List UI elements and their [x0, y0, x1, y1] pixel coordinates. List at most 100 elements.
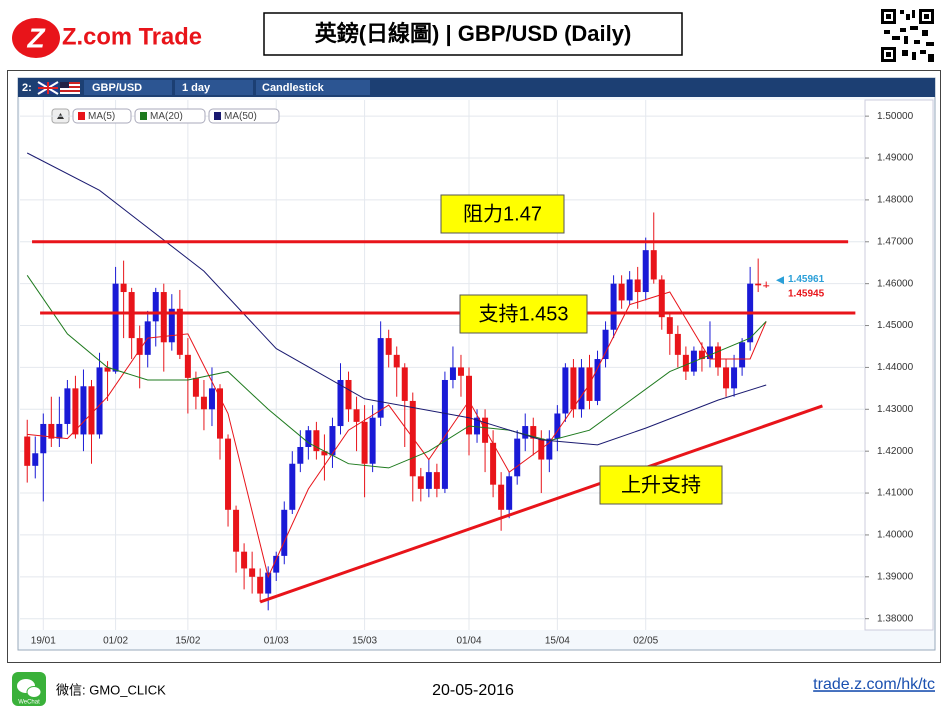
- annotation-label: 上升支持: [621, 473, 701, 496]
- y-tick-label: 1.46000: [877, 278, 914, 289]
- candle-body: [104, 367, 111, 372]
- x-tick-label: 15/04: [545, 636, 570, 647]
- symbol-button[interactable]: [84, 80, 172, 95]
- candle-body: [425, 472, 432, 489]
- candle-body: [441, 379, 448, 489]
- candle-body: [755, 283, 762, 286]
- candle-body: [96, 367, 103, 435]
- legend-item: [208, 108, 280, 124]
- candle-body: [233, 509, 240, 552]
- candle-body: [562, 367, 569, 414]
- candle-body: [650, 250, 657, 280]
- candle-body: [466, 375, 473, 435]
- candle-body: [457, 367, 464, 376]
- candle-body: [305, 430, 312, 447]
- price-label: 1.45945: [788, 289, 825, 300]
- candle-body: [241, 551, 248, 569]
- candle-body: [168, 308, 175, 343]
- candle-body: [32, 453, 39, 466]
- x-tick-label: 01/03: [264, 636, 289, 647]
- candle-body: [192, 377, 199, 397]
- price-label: 1.45961: [788, 274, 825, 285]
- candle-body: [658, 279, 665, 318]
- x-tick-label: 02/05: [633, 636, 658, 647]
- candle-body: [40, 423, 47, 454]
- annotation-line: [259, 404, 823, 604]
- ma-line: [26, 152, 767, 446]
- wechat-icon-label: WeChat: [18, 700, 40, 706]
- y-tick-label: 1.47000: [877, 236, 914, 247]
- y-tick-label: 1.43000: [877, 404, 914, 415]
- candle-body: [281, 509, 288, 556]
- candle-body: [217, 388, 224, 439]
- legend-label: MA(5): [88, 111, 115, 122]
- candle-body: [449, 367, 456, 380]
- candle-body: [634, 279, 641, 293]
- candle-body: [257, 576, 264, 594]
- link[interactable]: trade.z.com/hk/tc: [813, 676, 935, 693]
- annotation-box: [440, 194, 565, 234]
- candle-body: [128, 292, 135, 339]
- candle-body: [249, 568, 256, 577]
- period[interactable]: 1 day: [182, 82, 211, 94]
- candle-body: [369, 417, 376, 464]
- legend-swatch: [78, 112, 85, 120]
- plot-area: [20, 100, 865, 630]
- candle-body: [698, 350, 705, 360]
- symbol[interactable]: GBP/USD: [92, 82, 142, 94]
- annotation-box: [459, 294, 588, 334]
- candle-body: [530, 426, 537, 439]
- y-tick-label: 1.44000: [877, 362, 914, 373]
- legend-item: [72, 108, 132, 124]
- y-tick-label: 1.39000: [877, 571, 914, 582]
- ma-line: [26, 275, 767, 469]
- candle-body: [72, 388, 79, 435]
- candle-body: [200, 396, 207, 410]
- candle-body: [345, 379, 352, 410]
- candle-body: [715, 346, 722, 368]
- date: 20-05-2016: [432, 682, 514, 699]
- candle-body: [176, 308, 183, 355]
- candle-body: [353, 409, 360, 422]
- candle-body: [208, 388, 215, 410]
- x-tick-label: 01/02: [103, 636, 128, 647]
- candle-body: [56, 423, 63, 439]
- candle-body: [24, 436, 31, 466]
- y-tick-label: 1.48000: [877, 195, 914, 206]
- y-tick-label: 1.45000: [877, 320, 914, 331]
- candle-body: [618, 283, 625, 301]
- candle-body: [594, 359, 601, 401]
- candle-body: [546, 438, 553, 460]
- candle-body: [80, 386, 87, 435]
- candle-body: [642, 250, 649, 293]
- candle-body: [570, 367, 577, 410]
- logo: Z Z.com Trade: [12, 18, 202, 58]
- legend-swatch: [140, 112, 147, 120]
- period-button[interactable]: [175, 80, 253, 95]
- price-marker: [776, 276, 784, 285]
- candle-body: [666, 317, 673, 334]
- candle-body: [136, 338, 143, 355]
- candle-body: [514, 438, 521, 477]
- candle-body: [377, 338, 384, 418]
- candle-body: [522, 426, 529, 439]
- candle-body: [337, 379, 344, 427]
- candle-body: [498, 484, 505, 510]
- candle-body: [88, 386, 95, 435]
- candle-body: [313, 430, 320, 452]
- x-tick-label: 15/02: [175, 636, 200, 647]
- candle-body: [682, 354, 689, 372]
- candle-body: [48, 423, 55, 439]
- y-tick-label: 1.38000: [877, 613, 914, 624]
- style-button[interactable]: [256, 80, 370, 95]
- style[interactable]: Candlestick: [262, 82, 325, 94]
- title-box: [263, 12, 683, 56]
- candle-body: [297, 446, 304, 464]
- candle-body: [385, 338, 392, 355]
- candle-body: [578, 367, 585, 410]
- candle-body: [706, 346, 713, 360]
- candle-body: [731, 367, 738, 389]
- y-tick-label: 1.42000: [877, 446, 914, 457]
- annotation-box: [599, 465, 723, 505]
